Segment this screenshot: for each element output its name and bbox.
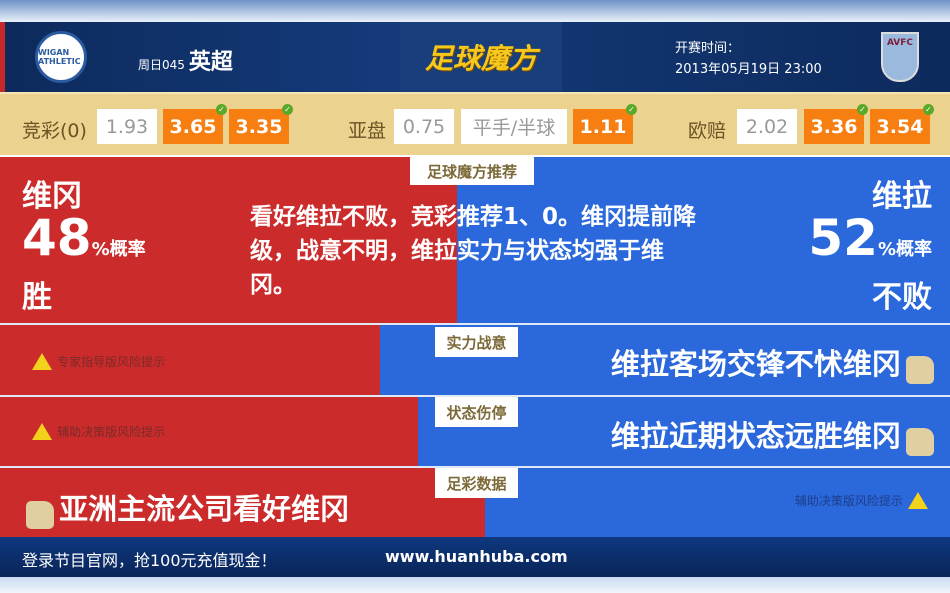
row2-insight: 维拉近期状态远胜维冈 <box>611 413 934 456</box>
check-icon: ✓ <box>923 104 934 115</box>
row1-home: 专家指导版风险提示 <box>0 325 380 395</box>
top-band <box>0 0 950 22</box>
oupei-odd: 3.54 ✓ <box>870 104 934 144</box>
thumbs-up-icon <box>906 355 934 384</box>
insight-text: 亚洲主流公司看好维冈 <box>59 492 350 526</box>
check-icon: ✓ <box>282 104 293 115</box>
jingcai-odd: 1.93 <box>97 109 157 144</box>
home-panel: 维冈 48%概率 胜 <box>0 155 457 323</box>
risk-warning[interactable]: 专家指导版风险提示 <box>32 351 165 370</box>
away-probability: 52%概率 <box>808 209 932 267</box>
odd-value: 3.36 <box>810 115 858 138</box>
home-team-name: 维冈 <box>22 179 82 214</box>
promo-text: 登录节目官网，抢100元充值现金！ <box>22 551 277 570</box>
odds-bar: 竞彩(0) 1.93 3.65 ✓ 3.35 ✓ 亚盘 0.75 平手/半球 1.1… <box>0 92 950 155</box>
away-panel: 维拉 52%概率 不败 <box>457 155 950 323</box>
yapan-odd: 0.75 <box>394 109 454 144</box>
row2-tag: 状态伤停 <box>435 397 518 427</box>
recommendation-text: 看好维拉不败，竞彩推荐1、0。维冈提前降级，战意不明，维拉实力与状态均强于维冈。 <box>250 204 697 298</box>
match-code: 周日045 <box>138 58 185 72</box>
yapan-label: 亚盘 <box>348 120 387 142</box>
odd-value: 3.65 <box>169 115 217 138</box>
thumbs-up-icon <box>26 500 54 529</box>
insight-text: 维拉近期状态远胜维冈 <box>610 419 901 453</box>
oupei-label: 欧赔 <box>688 120 727 142</box>
row1-insight: 维拉客场交锋不怵维冈 <box>611 341 934 384</box>
website-link[interactable]: www.huanhuba.com <box>385 547 568 566</box>
risk-warning[interactable]: 辅助决策版风险提示 <box>32 421 165 440</box>
home-team-logo: WIGAN ATHLETIC <box>35 31 87 83</box>
jingcai-odd: 3.35 ✓ <box>229 104 293 144</box>
warning-text: 辅助决策版风险提示 <box>57 425 166 439</box>
check-icon: ✓ <box>216 104 227 115</box>
home-probability: 48%概率 <box>22 209 146 267</box>
yapan-odd: 1.11 ✓ <box>573 104 637 144</box>
league-info: 周日045 英超 <box>138 44 233 76</box>
row3-away: 辅助决策版风险提示 <box>485 468 950 537</box>
bottom-band <box>0 577 950 593</box>
kickoff-time: 2013年05月19日 23:00 <box>675 62 822 77</box>
away-pct: 52 <box>808 209 878 267</box>
league-name: 英超 <box>188 50 233 75</box>
odd-value: 1.11 <box>579 115 627 138</box>
odd-value: 3.35 <box>235 115 283 138</box>
thumbs-up-icon <box>906 427 934 456</box>
footer: 登录节目官网，抢100元充值现金！ www.huanhuba.com <box>0 537 950 577</box>
home-pct: 48 <box>22 209 92 267</box>
jingcai-odd: 3.65 ✓ <box>163 104 227 144</box>
odd-value: 3.54 <box>876 115 924 138</box>
row3-tag: 足彩数据 <box>435 468 518 498</box>
oupei-odd: 2.02 <box>737 109 797 144</box>
warning-text: 辅助决策版风险提示 <box>794 494 903 508</box>
warning-icon <box>32 423 52 440</box>
recommend-tag: 足球魔方推荐 <box>410 157 534 185</box>
pct-unit: %概率 <box>877 239 932 260</box>
match-header: WIGAN ATHLETIC 周日045 英超 足球魔方 开赛时间： 2013年0… <box>0 22 950 92</box>
kickoff-label: 开赛时间： <box>675 41 741 56</box>
away-result: 不败 <box>872 280 932 315</box>
row1-tag: 实力战意 <box>435 327 518 357</box>
yapan-handicap: 平手/半球 <box>461 109 567 144</box>
kickoff-info: 开赛时间： 2013年05月19日 23:00 <box>675 38 822 80</box>
brand-logo: 足球魔方 <box>400 22 562 92</box>
away-team-logo: AVFC <box>881 32 919 82</box>
warning-text: 专家指导版风险提示 <box>57 355 166 369</box>
warning-icon <box>32 353 52 370</box>
row3-home: 亚洲主流公司看好维冈 <box>0 468 485 537</box>
row2-home: 辅助决策版风险提示 <box>0 397 418 466</box>
oupei-odd: 3.36 ✓ <box>804 104 868 144</box>
away-team-name: 维拉 <box>872 179 932 214</box>
jingcai-label: 竞彩(0) <box>22 120 87 142</box>
home-result: 胜 <box>22 280 52 315</box>
check-icon: ✓ <box>626 104 637 115</box>
insight-text: 维拉客场交锋不怵维冈 <box>610 347 901 381</box>
check-icon: ✓ <box>857 104 868 115</box>
warning-icon <box>908 492 928 509</box>
row3-insight: 亚洲主流公司看好维冈 <box>26 486 349 529</box>
risk-warning[interactable]: 辅助决策版风险提示 <box>795 490 928 509</box>
pct-unit: %概率 <box>91 239 146 260</box>
